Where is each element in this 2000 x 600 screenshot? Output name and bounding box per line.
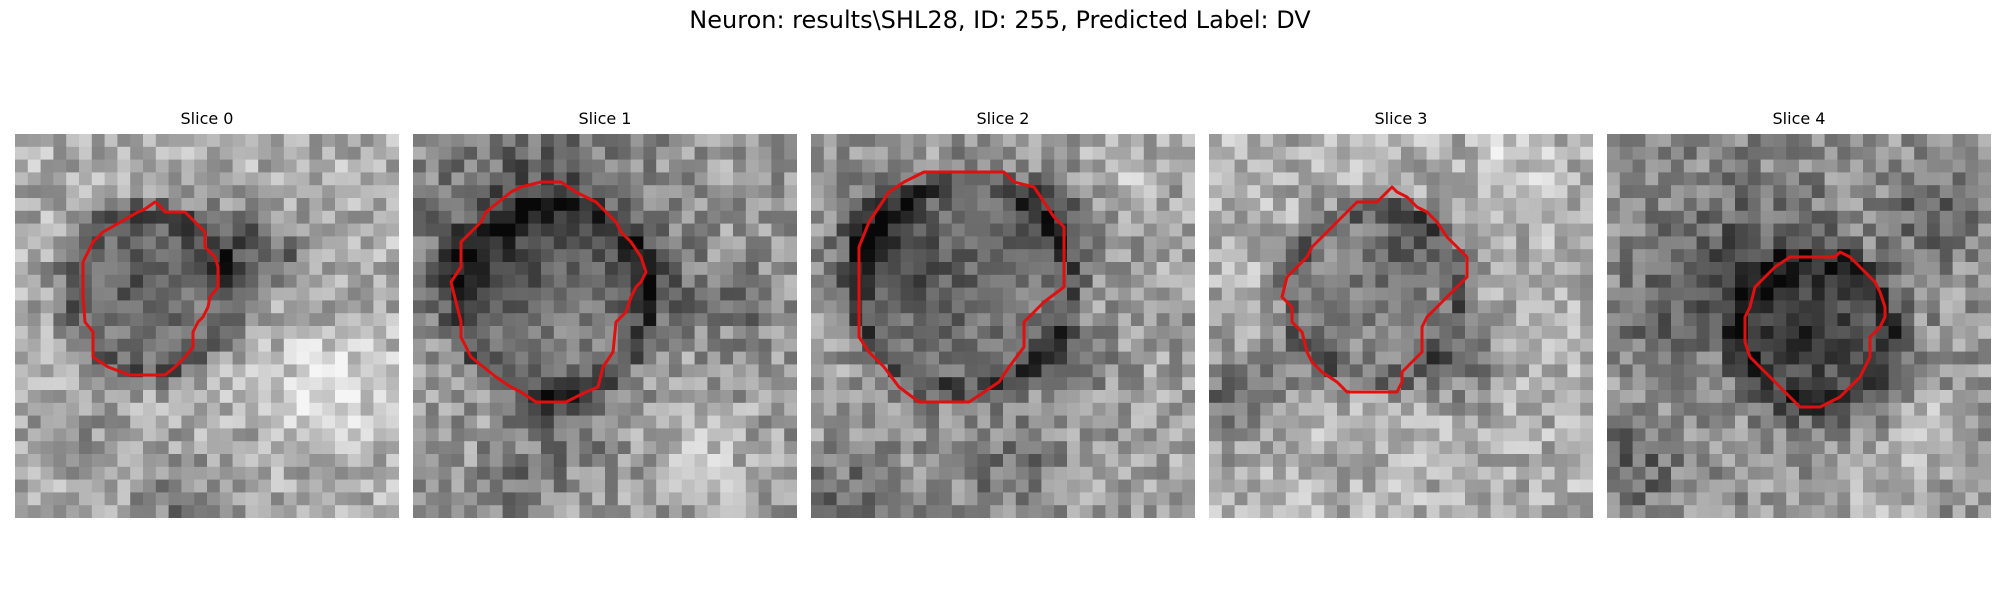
slice-1-canvas [413, 134, 797, 518]
slice-2-title: Slice 2 [976, 109, 1030, 128]
slice-4-title: Slice 4 [1772, 109, 1826, 128]
slice-4-image [1607, 134, 1991, 518]
slice-3-title: Slice 3 [1374, 109, 1428, 128]
figure-title: Neuron: results\SHL28, ID: 255, Predicte… [689, 6, 1311, 34]
slice-0-title: Slice 0 [180, 109, 234, 128]
slice-1-title: Slice 1 [578, 109, 632, 128]
slice-4-canvas [1607, 134, 1991, 518]
pixel-grid [413, 134, 797, 518]
pixel-grid [15, 134, 399, 518]
slice-2-image [811, 134, 1195, 518]
slice-2-canvas [811, 134, 1195, 518]
pixel-grid [1607, 134, 1991, 518]
neuron-contour-1 [449, 180, 648, 404]
slice-3-image [1209, 134, 1593, 518]
neuron-contour-2 [857, 170, 1066, 404]
slice-0-image [15, 134, 399, 518]
neuron-contour-3 [1280, 185, 1469, 394]
pixel-grid [1209, 134, 1593, 518]
neuron-contour-0 [81, 200, 220, 377]
slice-3-canvas [1209, 134, 1593, 518]
pixel-grid [811, 134, 1195, 518]
neuron-contour-4 [1743, 250, 1887, 409]
slice-1-image [413, 134, 797, 518]
slice-0-canvas [15, 134, 399, 518]
